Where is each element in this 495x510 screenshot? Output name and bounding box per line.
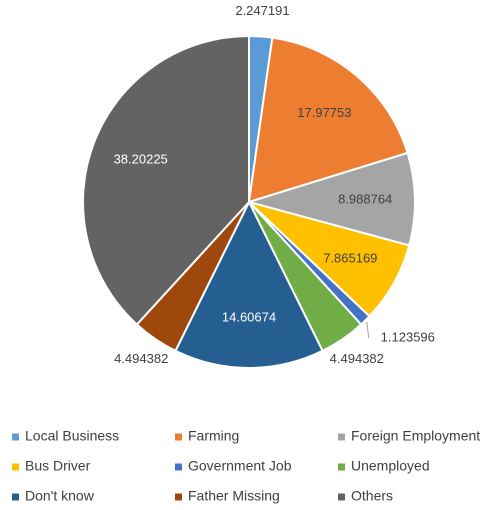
legend-label: Don't know bbox=[25, 488, 95, 504]
data-label: 2.247191 bbox=[235, 3, 289, 18]
legend-swatch bbox=[12, 433, 19, 441]
legend-label: Local Business bbox=[25, 428, 119, 444]
legend-swatch bbox=[12, 463, 19, 471]
legend-label: Others bbox=[351, 488, 393, 504]
legend-label: Bus Driver bbox=[25, 458, 91, 474]
data-label: 8.988764 bbox=[338, 191, 392, 206]
pie-slice bbox=[247, 36, 409, 204]
data-label: 38.20225 bbox=[114, 151, 168, 166]
data-label: 7.865169 bbox=[323, 250, 377, 265]
leader-line bbox=[366, 321, 370, 339]
legend-label: Farming bbox=[188, 428, 239, 444]
legend-label: Foreign Employment bbox=[351, 428, 480, 444]
legend-swatch bbox=[12, 493, 19, 501]
legend-swatch bbox=[175, 463, 182, 471]
data-label: 4.494382 bbox=[330, 351, 384, 366]
legend-label: Father Missing bbox=[188, 488, 280, 504]
legend-swatch bbox=[175, 493, 182, 501]
pie-slice bbox=[245, 151, 416, 247]
data-label: 1.123596 bbox=[381, 330, 435, 345]
pie-slice bbox=[174, 199, 324, 369]
data-label: 4.494382 bbox=[114, 351, 168, 366]
data-label: 14.60674 bbox=[222, 310, 276, 325]
pie-slice bbox=[82, 34, 250, 326]
legend-swatch bbox=[175, 433, 182, 441]
legend-swatch bbox=[338, 433, 345, 441]
legend-label: Government Job bbox=[188, 458, 292, 474]
legend-swatch bbox=[338, 463, 345, 471]
data-label: 17.97753 bbox=[297, 105, 351, 120]
legend-label: Unemployed bbox=[351, 458, 430, 474]
legend-swatch bbox=[338, 493, 345, 501]
